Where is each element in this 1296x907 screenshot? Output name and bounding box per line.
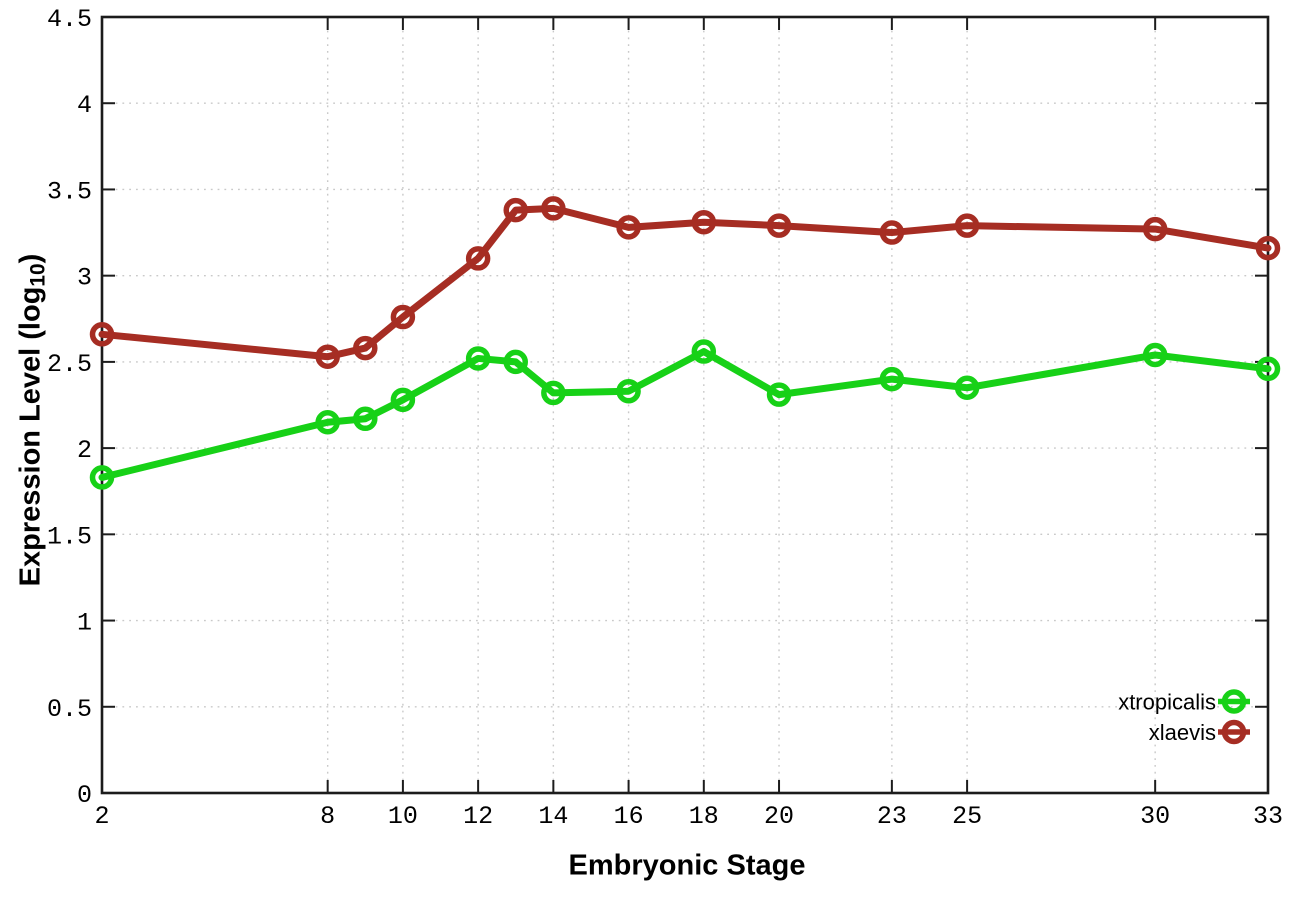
y-tick-label: 1.5 [47,522,92,551]
data-point-xtropicalis [1142,342,1168,368]
series-line-xtropicalis [98,348,1272,481]
data-point-xtropicalis [541,380,566,406]
data-point-xlaevis [954,213,980,238]
y-tick-label: 4.5 [47,5,92,34]
data-point-xtropicalis [879,366,905,392]
x-tick-label: 18 [689,802,719,831]
x-tick-label: 25 [952,802,982,831]
y-tick-label: 2 [77,436,92,465]
x-tick-label: 23 [877,802,907,831]
series-line-xlaevis [98,204,1272,361]
legend-label-xtropicalis: xtropicalis [1118,690,1216,715]
plot-border [100,15,1270,795]
y-tick-label: 0 [77,781,92,810]
data-point-xtropicalis [1255,356,1281,382]
x-tick-label: 10 [388,802,418,831]
data-point-xlaevis [390,304,416,330]
legend-label-xlaevis: xlaevis [1149,720,1216,745]
x-tick-label: 8 [320,802,335,831]
x-axis-title: Embryonic Stage [568,849,806,882]
data-point-xlaevis [503,197,528,223]
x-tick-label: 33 [1253,802,1283,831]
x-tick-label: 16 [614,802,644,831]
data-point-xlaevis [1255,235,1281,261]
y-tick-label: 3 [77,264,92,293]
data-point-xtropicalis [766,382,792,407]
data-point-xtropicalis [954,375,980,401]
x-tick-label: 2 [94,802,109,831]
data-point-xtropicalis [390,387,416,413]
data-point-xlaevis [879,220,905,245]
data-point-xlaevis [616,215,641,240]
data-point-xlaevis [691,209,717,235]
y-tick-label: 4 [77,91,92,120]
data-point-xlaevis [353,335,378,361]
data-point-xtropicalis [616,378,641,404]
legend-marker-xlaevis [1221,719,1247,745]
y-tick-label: 0.5 [47,695,92,724]
y-axis-title-subscript: 10 [26,263,50,287]
y-tick-label: 2.5 [47,350,92,379]
x-tick-label: 12 [463,802,493,831]
data-point-xtropicalis [691,339,717,364]
y-axis-title-close: ) [14,253,47,264]
x-tick-label: 30 [1140,802,1170,831]
x-tick-label: 20 [764,802,794,831]
x-tick-label: 14 [538,802,568,831]
legend-marker-xtropicalis [1221,689,1247,714]
data-point-xlaevis [465,246,491,271]
y-tick-label: 1 [77,609,92,638]
data-point-xtropicalis [353,406,378,432]
data-point-xtropicalis [465,346,491,371]
data-point-xtropicalis [315,409,340,435]
y-axis-title-text: Expression Level (log [14,286,47,587]
data-point-xtropicalis [89,465,115,490]
data-point-xlaevis [766,213,792,238]
data-point-xlaevis [1142,216,1168,242]
data-point-xlaevis [89,322,115,347]
data-point-xlaevis [541,196,566,221]
y-axis-title: Expression Level (log10) [14,253,50,587]
data-point-xtropicalis [503,349,528,375]
data-point-xlaevis [315,344,340,369]
y-tick-label: 3.5 [47,177,92,206]
